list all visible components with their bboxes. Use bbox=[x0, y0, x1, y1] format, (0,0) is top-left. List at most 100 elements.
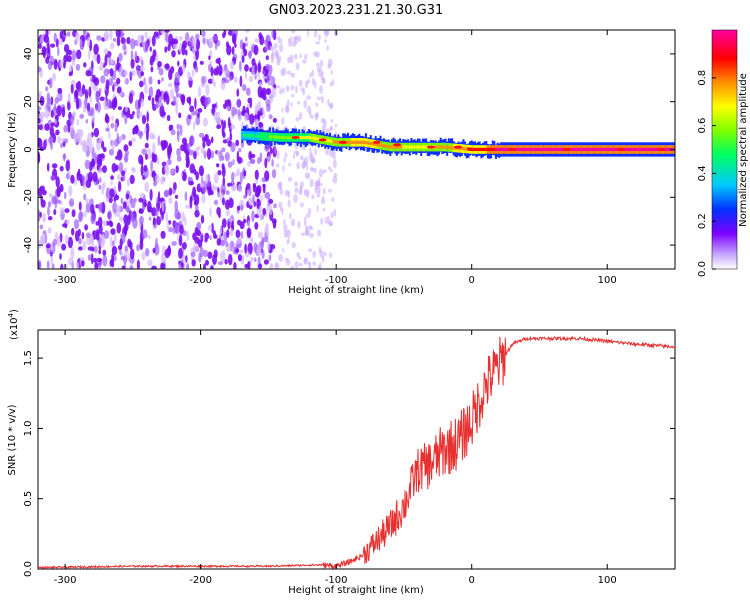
noise-cell bbox=[102, 146, 107, 153]
noise-cell bbox=[298, 79, 303, 87]
x-tick-label: -300 bbox=[54, 275, 77, 286]
noise-cell bbox=[213, 185, 219, 191]
noise-cell bbox=[76, 118, 80, 126]
noise-cell bbox=[92, 171, 98, 183]
noise-cell bbox=[327, 98, 330, 107]
snr-panel: -300 -200 -100 0 100 0.0 0.5 1.0 1.5 Height of … bbox=[7, 309, 676, 596]
noise-cell bbox=[290, 36, 293, 41]
noise-cell bbox=[66, 173, 69, 180]
noise-cell bbox=[300, 202, 304, 208]
ridge-core bbox=[472, 147, 475, 152]
noise-cell bbox=[178, 234, 183, 246]
noise-cell bbox=[114, 164, 119, 172]
noise-cell bbox=[269, 262, 274, 269]
ridge-core bbox=[560, 147, 563, 152]
noise-cell bbox=[82, 240, 87, 251]
colorbar-label: Normalized spectral amplitude bbox=[738, 73, 749, 227]
noise-cell bbox=[284, 257, 289, 261]
noise-cell bbox=[71, 209, 76, 218]
noise-cell bbox=[320, 198, 326, 205]
noise-cell bbox=[233, 185, 237, 192]
ridge-core bbox=[327, 139, 330, 143]
ridge-core bbox=[469, 147, 471, 151]
ridge-core bbox=[605, 147, 608, 152]
noise-cell bbox=[276, 36, 281, 40]
ridge-core bbox=[524, 147, 527, 152]
ridge-core bbox=[553, 147, 556, 152]
noise-cell bbox=[63, 61, 66, 69]
noise-cell bbox=[263, 39, 268, 45]
ridge-core bbox=[626, 147, 629, 152]
noise-cell bbox=[257, 231, 263, 239]
noise-cell bbox=[125, 106, 128, 112]
noise-cell bbox=[123, 249, 129, 257]
noise-cell bbox=[254, 257, 257, 263]
noise-cell bbox=[136, 64, 139, 76]
ridge-core bbox=[405, 145, 408, 149]
ridge-core bbox=[542, 147, 545, 152]
noise-cell bbox=[157, 79, 161, 85]
noise-cell bbox=[265, 63, 271, 70]
noise-cell bbox=[116, 56, 120, 68]
noise-cell bbox=[44, 123, 50, 131]
noise-cell bbox=[287, 237, 290, 242]
ridge-core bbox=[381, 143, 384, 148]
noise-cell bbox=[247, 220, 251, 228]
noise-cell bbox=[314, 80, 317, 90]
noise-cell bbox=[98, 216, 103, 228]
noise-cell bbox=[122, 254, 128, 264]
noise-cell bbox=[322, 208, 326, 212]
noise-cell bbox=[129, 241, 133, 250]
noise-cell bbox=[38, 43, 42, 49]
ridge-core bbox=[348, 140, 351, 144]
spectrogram-y-ticks: -40 -20 0 20 40 bbox=[23, 48, 675, 253]
noise-cell bbox=[172, 38, 179, 45]
ridge-core bbox=[447, 145, 450, 149]
noise-cell bbox=[275, 51, 279, 59]
ridge-spot bbox=[657, 148, 666, 151]
noise-cell bbox=[139, 80, 144, 88]
ridge-core bbox=[591, 147, 593, 152]
noise-cell bbox=[332, 159, 337, 169]
noise-cell bbox=[240, 231, 244, 239]
noise-cell bbox=[47, 42, 50, 55]
noise-cell bbox=[90, 213, 96, 225]
noise-cell bbox=[236, 205, 241, 211]
noise-cell bbox=[216, 124, 222, 130]
noise-cell bbox=[148, 216, 152, 221]
noise-cell bbox=[75, 97, 80, 110]
noise-cell bbox=[212, 254, 217, 265]
noise-cell bbox=[234, 43, 237, 48]
ridge-core bbox=[272, 135, 275, 139]
noise-cell bbox=[314, 187, 318, 194]
ridge-core bbox=[397, 145, 400, 149]
noise-cell bbox=[199, 182, 205, 188]
noise-cell bbox=[315, 41, 320, 45]
noise-cell bbox=[226, 44, 232, 56]
noise-cell bbox=[189, 105, 195, 113]
noise-cell bbox=[210, 190, 214, 196]
noise-cell bbox=[150, 160, 154, 172]
noise-cell bbox=[256, 244, 262, 257]
noise-cell bbox=[230, 124, 236, 130]
noise-cell bbox=[221, 163, 225, 170]
ridge-core bbox=[639, 147, 642, 152]
noise-cell bbox=[258, 122, 264, 128]
noise-cell bbox=[152, 247, 156, 254]
noise-cell bbox=[190, 251, 196, 257]
noise-cell bbox=[206, 138, 211, 147]
ridge-core bbox=[517, 147, 520, 152]
ridge-core bbox=[329, 139, 332, 143]
noise-cell bbox=[68, 71, 72, 77]
noise-cell bbox=[94, 262, 99, 269]
noise-cell bbox=[105, 115, 110, 124]
noise-cell bbox=[264, 157, 268, 169]
noise-cell bbox=[194, 66, 199, 73]
noise-cell bbox=[164, 140, 168, 149]
noise-cell bbox=[164, 32, 169, 43]
noise-cell bbox=[271, 158, 274, 167]
noise-cell bbox=[142, 229, 148, 239]
noise-cell bbox=[113, 196, 117, 202]
noise-cell bbox=[210, 265, 214, 269]
noise-cell bbox=[126, 205, 130, 214]
